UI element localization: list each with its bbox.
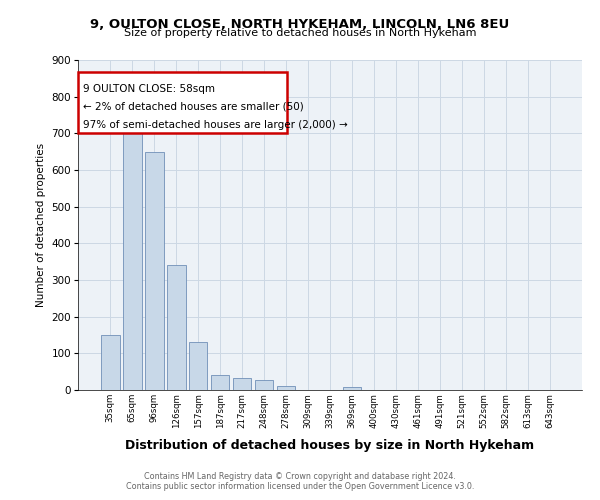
- Bar: [123, 128, 142, 390]
- Text: ← 2% of detached houses are smaller (50): ← 2% of detached houses are smaller (50): [83, 102, 304, 112]
- Text: Contains public sector information licensed under the Open Government Licence v3: Contains public sector information licen…: [126, 482, 474, 491]
- Bar: [233, 378, 251, 390]
- Y-axis label: Number of detached properties: Number of detached properties: [36, 143, 46, 307]
- Text: 9, OULTON CLOSE, NORTH HYKEHAM, LINCOLN, LN6 8EU: 9, OULTON CLOSE, NORTH HYKEHAM, LINCOLN,…: [91, 18, 509, 30]
- Bar: [277, 386, 295, 390]
- Text: Contains HM Land Registry data © Crown copyright and database right 2024.: Contains HM Land Registry data © Crown c…: [144, 472, 456, 481]
- FancyBboxPatch shape: [78, 72, 287, 132]
- Bar: [255, 380, 274, 390]
- X-axis label: Distribution of detached houses by size in North Hykeham: Distribution of detached houses by size …: [125, 439, 535, 452]
- Text: 9 OULTON CLOSE: 58sqm: 9 OULTON CLOSE: 58sqm: [83, 84, 215, 94]
- Text: 97% of semi-detached houses are larger (2,000) →: 97% of semi-detached houses are larger (…: [83, 120, 348, 130]
- Bar: [101, 335, 119, 390]
- Bar: [145, 152, 164, 390]
- Bar: [189, 342, 208, 390]
- Bar: [167, 266, 185, 390]
- Bar: [343, 387, 361, 390]
- Text: Size of property relative to detached houses in North Hykeham: Size of property relative to detached ho…: [124, 28, 476, 38]
- Bar: [211, 374, 229, 390]
